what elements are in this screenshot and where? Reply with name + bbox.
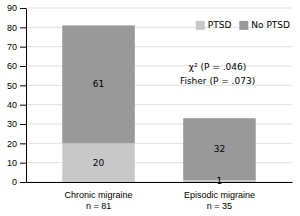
data-label: 20 [93,158,105,168]
data-label: 61 [93,79,104,89]
y-tick-mark [20,27,26,28]
legend-label: PTSD [208,20,232,30]
y-tick-mark [20,66,26,67]
x-axis-line [27,182,293,183]
y-tick-mark [20,105,26,106]
y-tick-label: 10 [7,158,17,168]
grid-line [26,8,292,9]
y-tick-mark [20,163,26,164]
x-tick-label: Episodic migrainen = 35 [184,190,255,210]
y-tick-mark [20,124,26,125]
y-tick: 90 [7,3,26,13]
y-tick-label: 0 [12,177,17,187]
data-labels: 20 1 61 32 [93,79,225,186]
series [62,25,255,180]
y-tick-mark [20,143,26,144]
y-tick-mark [20,8,26,9]
y-tick: 50 [7,81,26,91]
y-tick: 70 [7,42,26,52]
chart: 0 10 20 30 40 50 60 70 80 90 Chronic migrainen = 8… [0,0,300,216]
x-tick-label-line: n = 81 [86,201,111,211]
y-tick: 30 [7,119,26,129]
legend: PTSD No PTSD [196,20,290,30]
y-tick-label: 40 [7,100,17,110]
x-tick-label-line: n = 35 [207,201,232,211]
x-tick: Chronic migrainen = 81 [65,190,133,210]
bar [183,118,256,180]
y-tick-label: 80 [7,23,17,33]
y-tick-mark [20,182,26,183]
y-tick: 60 [7,61,26,71]
y-tick-label: 90 [7,3,17,13]
y-tick-label: 30 [7,119,17,129]
legend-swatch [196,21,205,30]
y-tick-label: 20 [7,139,17,149]
y-tick-label: 50 [7,81,17,91]
y-tick: 40 [7,100,26,110]
bar [62,25,135,143]
y-axis: 0 10 20 30 40 50 60 70 80 90 [7,3,27,187]
data-label: 32 [214,144,225,154]
y-tick: 80 [7,23,26,33]
bar [62,143,135,182]
x-tick-label: Chronic migrainen = 81 [65,190,133,210]
y-tick: 0 [12,177,26,187]
y-tick-label: 60 [7,61,17,71]
legend-swatch [239,21,248,30]
x-axis: Chronic migrainen = 81Episodic migrainen… [27,183,293,211]
plot: 0 10 20 30 40 50 60 70 80 90 Chronic migrainen = 8… [7,3,293,210]
x-tick: Episodic migrainen = 35 [184,190,255,210]
bars [62,25,255,182]
x-tick-label-line: Chronic migraine [65,190,133,200]
annotations: χ² (P = .046) Fisher (P = .073) [180,62,255,86]
y-axis-line [26,9,27,183]
y-tick-mark [20,47,26,48]
legend-label: No PTSD [251,20,290,30]
y-tick-label: 70 [7,42,17,52]
annotation: χ² (P = .046) [189,62,246,72]
data-label: 1 [217,176,223,186]
x-tick-label-line: Episodic migraine [184,190,255,200]
y-tick: 20 [7,139,26,149]
legend-item: PTSD [196,20,232,30]
legend-item: No PTSD [239,20,290,30]
y-tick: 10 [7,158,26,168]
y-tick-mark [20,85,26,86]
annotation: Fisher (P = .073) [180,76,255,86]
grid [26,8,292,182]
